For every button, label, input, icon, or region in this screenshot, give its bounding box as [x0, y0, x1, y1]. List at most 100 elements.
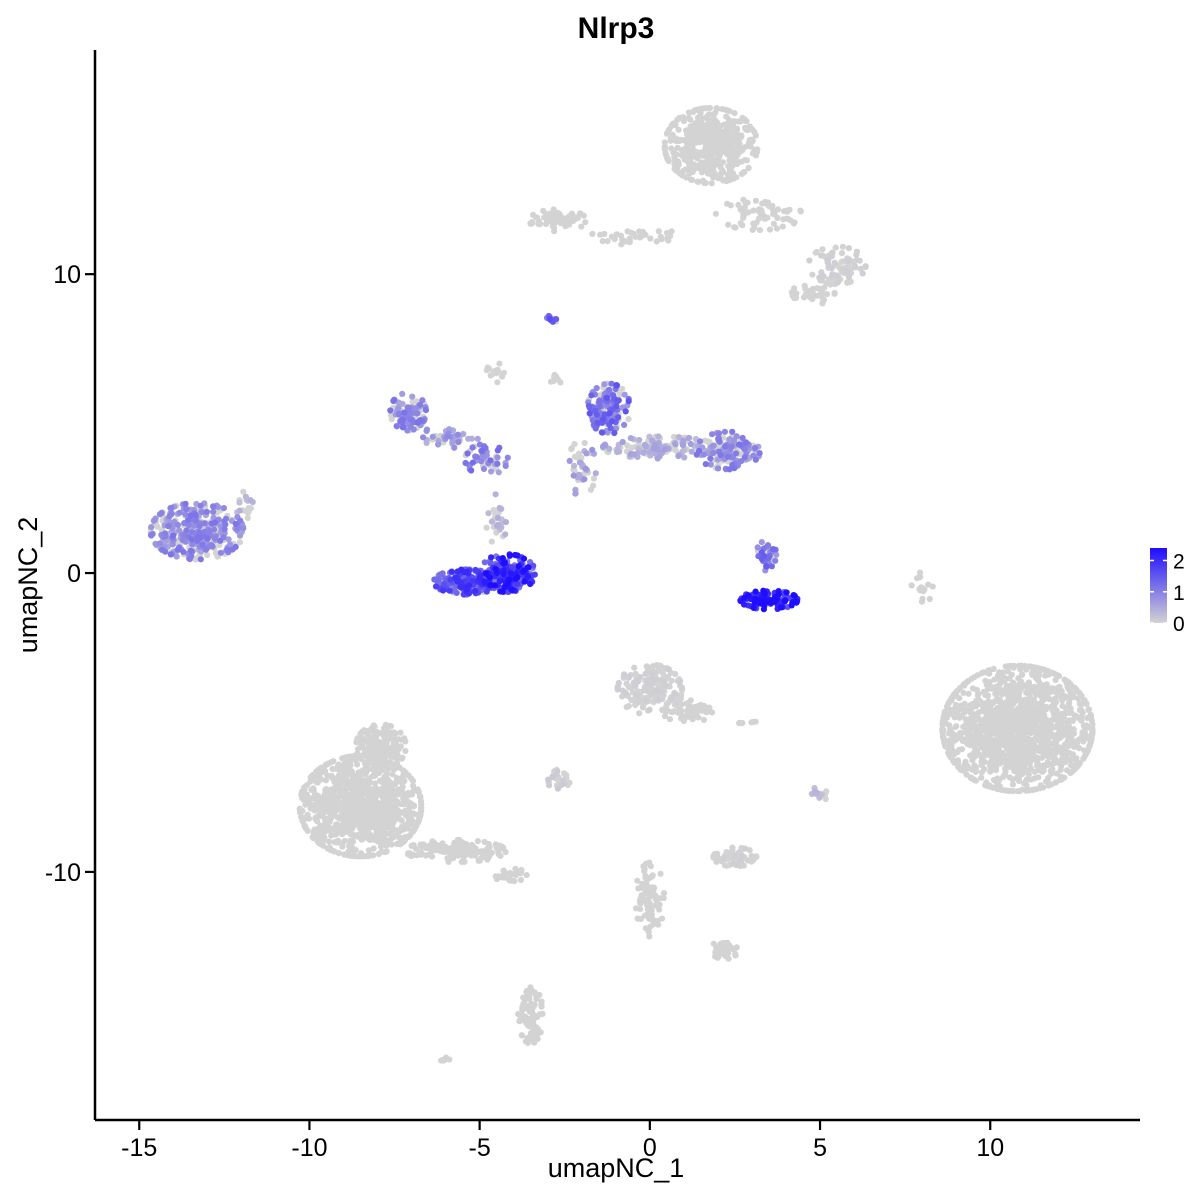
cell-point [650, 886, 657, 894]
cell-point [643, 680, 651, 687]
cell-point [973, 729, 980, 736]
cell-point [392, 736, 399, 743]
cell-point [668, 695, 676, 702]
cell-point [494, 454, 501, 461]
cell-point [212, 550, 220, 557]
cell-point [1022, 729, 1029, 737]
cell-point [672, 441, 679, 448]
cell-point [341, 837, 348, 844]
cell-point [240, 525, 247, 532]
cell-point [483, 367, 490, 374]
cell-point [766, 226, 774, 233]
cell-point [373, 732, 380, 739]
cell-point [1054, 672, 1061, 679]
cell-point [998, 759, 1006, 766]
cell-point [862, 263, 869, 270]
cell-point [1014, 718, 1021, 725]
cell-point [366, 775, 373, 782]
cell-point [647, 863, 655, 870]
cell-point [576, 210, 584, 217]
cell-point [389, 832, 396, 839]
cell-point [347, 770, 354, 778]
cell-point [774, 206, 782, 213]
cell-point [546, 782, 553, 789]
cell-point [521, 996, 529, 1004]
cell-point [990, 699, 997, 707]
cell-point [700, 716, 708, 724]
cell-point [982, 782, 989, 789]
cell-point [646, 915, 653, 923]
cell-point [414, 410, 421, 417]
cell-point [698, 105, 705, 112]
cell-point [807, 287, 814, 294]
cell-point [839, 243, 847, 250]
cell-point [1032, 712, 1039, 719]
cell-point [429, 433, 436, 440]
cell-point [346, 827, 353, 835]
cell-point [488, 538, 495, 545]
cell-point [953, 723, 960, 730]
cell-point [680, 117, 688, 125]
cell-point [725, 221, 732, 228]
cell-point [417, 841, 424, 848]
cell-point [821, 284, 828, 291]
cell-point [1043, 689, 1050, 696]
cell-point [299, 788, 306, 796]
cell-point [1024, 743, 1031, 750]
cell-point [998, 706, 1005, 713]
cell-point [519, 1006, 526, 1013]
cell-point [653, 696, 661, 703]
cell-point [343, 766, 350, 773]
cell-point [1010, 747, 1018, 754]
cell-point [712, 210, 720, 217]
cell-point [446, 1056, 453, 1063]
cell-point [725, 955, 732, 962]
cell-point [838, 250, 846, 257]
cell-point [371, 780, 379, 787]
cell-point [1005, 663, 1012, 670]
cell-point [751, 224, 758, 231]
cell-point [619, 438, 626, 446]
cell-point [646, 933, 653, 940]
cell-point [845, 257, 852, 264]
cell-point [857, 265, 864, 272]
cell-point [1032, 729, 1039, 736]
cell-point [668, 709, 675, 716]
cell-point [957, 729, 964, 737]
cell-point [946, 737, 953, 744]
cell-point [1034, 762, 1041, 770]
cell-point [715, 465, 722, 472]
cell-point [731, 110, 738, 117]
cell-point [718, 170, 725, 177]
cell-point [362, 787, 369, 794]
cell-point [966, 730, 973, 737]
cell-point [1020, 712, 1027, 719]
cell-point [926, 595, 933, 603]
cell-point [474, 838, 481, 845]
cell-point [700, 123, 708, 130]
cell-point [488, 468, 495, 475]
cell-point [494, 379, 501, 386]
cell-point [725, 946, 732, 953]
cell-point [370, 722, 377, 729]
cell-point [622, 690, 629, 697]
cell-point [779, 223, 786, 230]
cell-point [994, 752, 1001, 759]
cell-point [661, 446, 669, 453]
cell-point [685, 114, 693, 122]
cell-point [363, 769, 370, 776]
cell-point [965, 690, 972, 697]
cell-point [506, 870, 514, 877]
cell-point [678, 715, 685, 722]
cell-point [636, 436, 643, 444]
cell-point [326, 838, 333, 845]
cell-point [365, 847, 372, 854]
cell-point [738, 853, 745, 861]
cell-point [646, 706, 653, 713]
cell-point [1068, 730, 1075, 737]
cell-point [981, 720, 988, 727]
cell-point [567, 214, 575, 222]
cell-point [455, 438, 462, 446]
cell-point [495, 368, 502, 375]
